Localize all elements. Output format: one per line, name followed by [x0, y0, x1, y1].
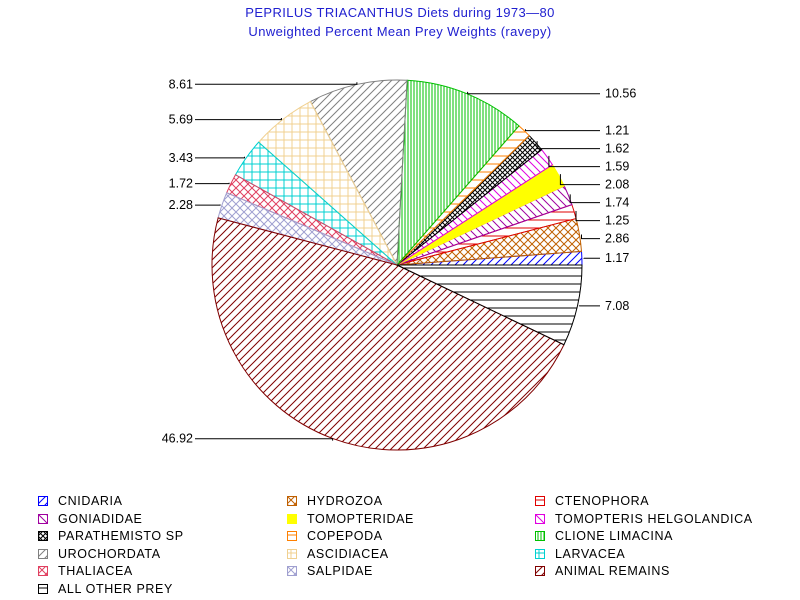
leader-line: [569, 194, 600, 204]
leader-line: [525, 129, 600, 132]
chart-subtitle: Unweighted Percent Mean Prey Weights (ra…: [248, 24, 552, 39]
value-label: 2.08: [605, 178, 629, 192]
legend-label: LARVACEA: [555, 546, 626, 561]
legend-label: CLIONE LIMACINA: [555, 529, 674, 543]
legend-swatch: [38, 566, 48, 576]
legend-swatch: [287, 548, 297, 559]
legend-swatch: [38, 513, 48, 524]
legend-label: SALPIDAE: [307, 564, 373, 578]
pie-slice-clione-limacina: [396, 79, 520, 267]
value-label: 8.61: [169, 77, 193, 91]
value-label: 1.72: [169, 177, 193, 191]
value-label: 1.21: [605, 124, 629, 138]
legend-swatch: [535, 548, 545, 559]
legend-swatch: [535, 566, 545, 576]
legend-label: UROCHORDATA: [58, 546, 161, 561]
legend-label: THALIACEA: [58, 564, 133, 578]
leader-line: [195, 118, 282, 121]
legend-swatch: [535, 513, 545, 524]
value-label: 3.43: [169, 151, 193, 165]
legend-swatch: [287, 513, 297, 524]
legend-swatch: [38, 548, 48, 559]
pie-slice-animal-remains: [211, 217, 565, 451]
legend-swatch: [535, 531, 545, 541]
value-label: 5.69: [169, 113, 193, 127]
legend-label: ANIMAL REMAINS: [555, 564, 670, 578]
leader-line: [536, 141, 600, 150]
value-label: 1.74: [605, 196, 629, 210]
value-label: 10.56: [605, 87, 636, 101]
legend-swatch: [535, 496, 545, 506]
value-label: 1.59: [605, 160, 629, 174]
pie-chart: 10.56 1.21 1.62 1.59 2.08 1.74 1.25 2.86 1.17 7.0…: [162, 77, 637, 451]
legend-label: HYDROZOA: [307, 494, 383, 508]
leader-line: [195, 156, 245, 159]
legend-label: GONIADIDAE: [58, 511, 143, 526]
legend-swatch: [38, 583, 48, 594]
leader-line: [195, 82, 358, 85]
leader-line: [467, 91, 600, 95]
legend-label: CTENOPHORA: [555, 494, 650, 508]
value-label: 1.62: [605, 142, 629, 156]
value-label: 1.25: [605, 214, 629, 228]
legend-label: CNIDARIA: [58, 494, 123, 508]
value-label: 2.86: [605, 232, 629, 246]
leader-line: [195, 438, 334, 441]
legend-swatch: [287, 566, 297, 576]
legend-label: TOMOPTERIS HELGOLANDICA: [555, 511, 753, 526]
legend-label: ALL OTHER PREY: [58, 581, 173, 596]
value-label: 7.08: [605, 299, 629, 313]
leader-line: [559, 174, 600, 186]
pie-slices: [211, 79, 583, 451]
legend-label: COPEPODA: [307, 529, 383, 543]
leader-line: [548, 155, 600, 168]
leader-lines: [195, 82, 600, 441]
legend-swatch: [38, 531, 48, 541]
legend-label: ASCIDIACEA: [307, 546, 389, 561]
value-labels: 10.56 1.21 1.62 1.59 2.08 1.74 1.25 2.86 1.17 7.0…: [162, 77, 637, 445]
leader-line: [581, 234, 600, 240]
value-label: 46.92: [162, 432, 193, 446]
value-label: 1.17: [605, 251, 629, 265]
legend-label: PARATHEMISTO SP: [58, 529, 184, 543]
leader-line: [575, 211, 600, 222]
legend-label: TOMOPTERIDAE: [307, 511, 414, 526]
leader-line: [195, 182, 230, 185]
pie-slice-all-other-prey: [396, 264, 583, 346]
legend-swatch: [287, 531, 297, 541]
chart-title: PEPRILUS TRIACANTHUS Diets during 1973—8…: [245, 5, 555, 20]
value-label: 2.28: [169, 198, 193, 212]
legend-swatch: [287, 496, 297, 506]
leader-line: [195, 204, 221, 206]
legend-swatch: [38, 496, 48, 506]
